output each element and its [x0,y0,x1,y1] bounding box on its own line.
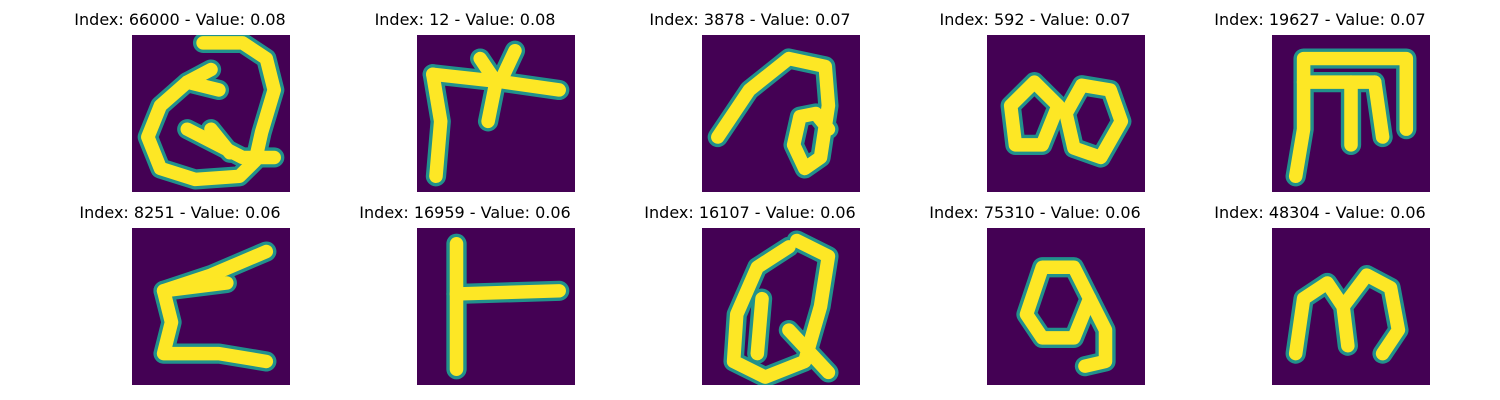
stroke-core [180,122,281,165]
glyph-image [987,228,1145,385]
stroke-core [1288,51,1414,184]
stroke-core [156,276,234,298]
glyph-image [417,228,575,385]
panel-1: Index: 66000 - Value: 0.08 [30,0,330,192]
stroke-core [426,67,566,97]
stroke-core [1367,75,1390,144]
glyph-image [132,35,290,192]
panel-3: Index: 3878 - Value: 0.07 [600,0,900,192]
stroke-core [1288,276,1355,361]
panel-title: Index: 19627 - Value: 0.07 [1214,10,1426,29]
image-background [987,228,1145,385]
stroke-core [141,36,281,187]
stroke-core [711,51,836,176]
glyph-image [702,35,860,192]
stroke-core [473,51,503,129]
panel-title: Index: 8251 - Value: 0.06 [79,203,281,222]
panel-2: Index: 12 - Value: 0.08 [315,0,615,192]
panel-8: Index: 16107 - Value: 0.06 [600,193,900,385]
stroke-core [726,233,836,384]
panel-title: Index: 75310 - Value: 0.06 [929,203,1141,222]
panel-4: Index: 592 - Value: 0.07 [885,0,1185,192]
panel-title: Index: 592 - Value: 0.07 [939,10,1131,29]
glyph-image [987,35,1145,192]
stroke-core [204,122,237,160]
stroke-core [180,75,226,97]
stroke-core [156,244,274,369]
panel-6: Index: 8251 - Value: 0.06 [30,193,330,385]
image-background [417,228,575,385]
panel-7: Index: 16959 - Value: 0.06 [315,193,615,385]
panel-10: Index: 48304 - Value: 0.06 [1170,193,1470,385]
stroke-core [1078,291,1113,373]
panel-title: Index: 48304 - Value: 0.06 [1214,203,1426,222]
glyph-image [702,228,860,385]
glyph-image [417,35,575,192]
glyph-image [1272,35,1430,192]
stroke-core [1003,75,1065,152]
stroke-core [426,67,448,184]
stroke-core [1059,78,1129,165]
panel-5: Index: 19627 - Value: 0.07 [1170,0,1470,192]
glyph-image [132,228,290,385]
panel-title: Index: 66000 - Value: 0.08 [74,10,286,29]
stroke-core [449,284,566,301]
stroke-core [1336,268,1406,361]
panel-title: Index: 16959 - Value: 0.06 [359,203,571,222]
panel-title: Index: 16107 - Value: 0.06 [644,203,856,222]
panel-9: Index: 75310 - Value: 0.06 [885,193,1185,385]
panel-title: Index: 3878 - Value: 0.07 [649,10,851,29]
stroke-core [497,43,522,81]
glyph-image [1272,228,1430,385]
stroke-core [750,291,769,361]
stroke-core [782,323,836,380]
panel-title: Index: 12 - Value: 0.08 [374,10,556,29]
